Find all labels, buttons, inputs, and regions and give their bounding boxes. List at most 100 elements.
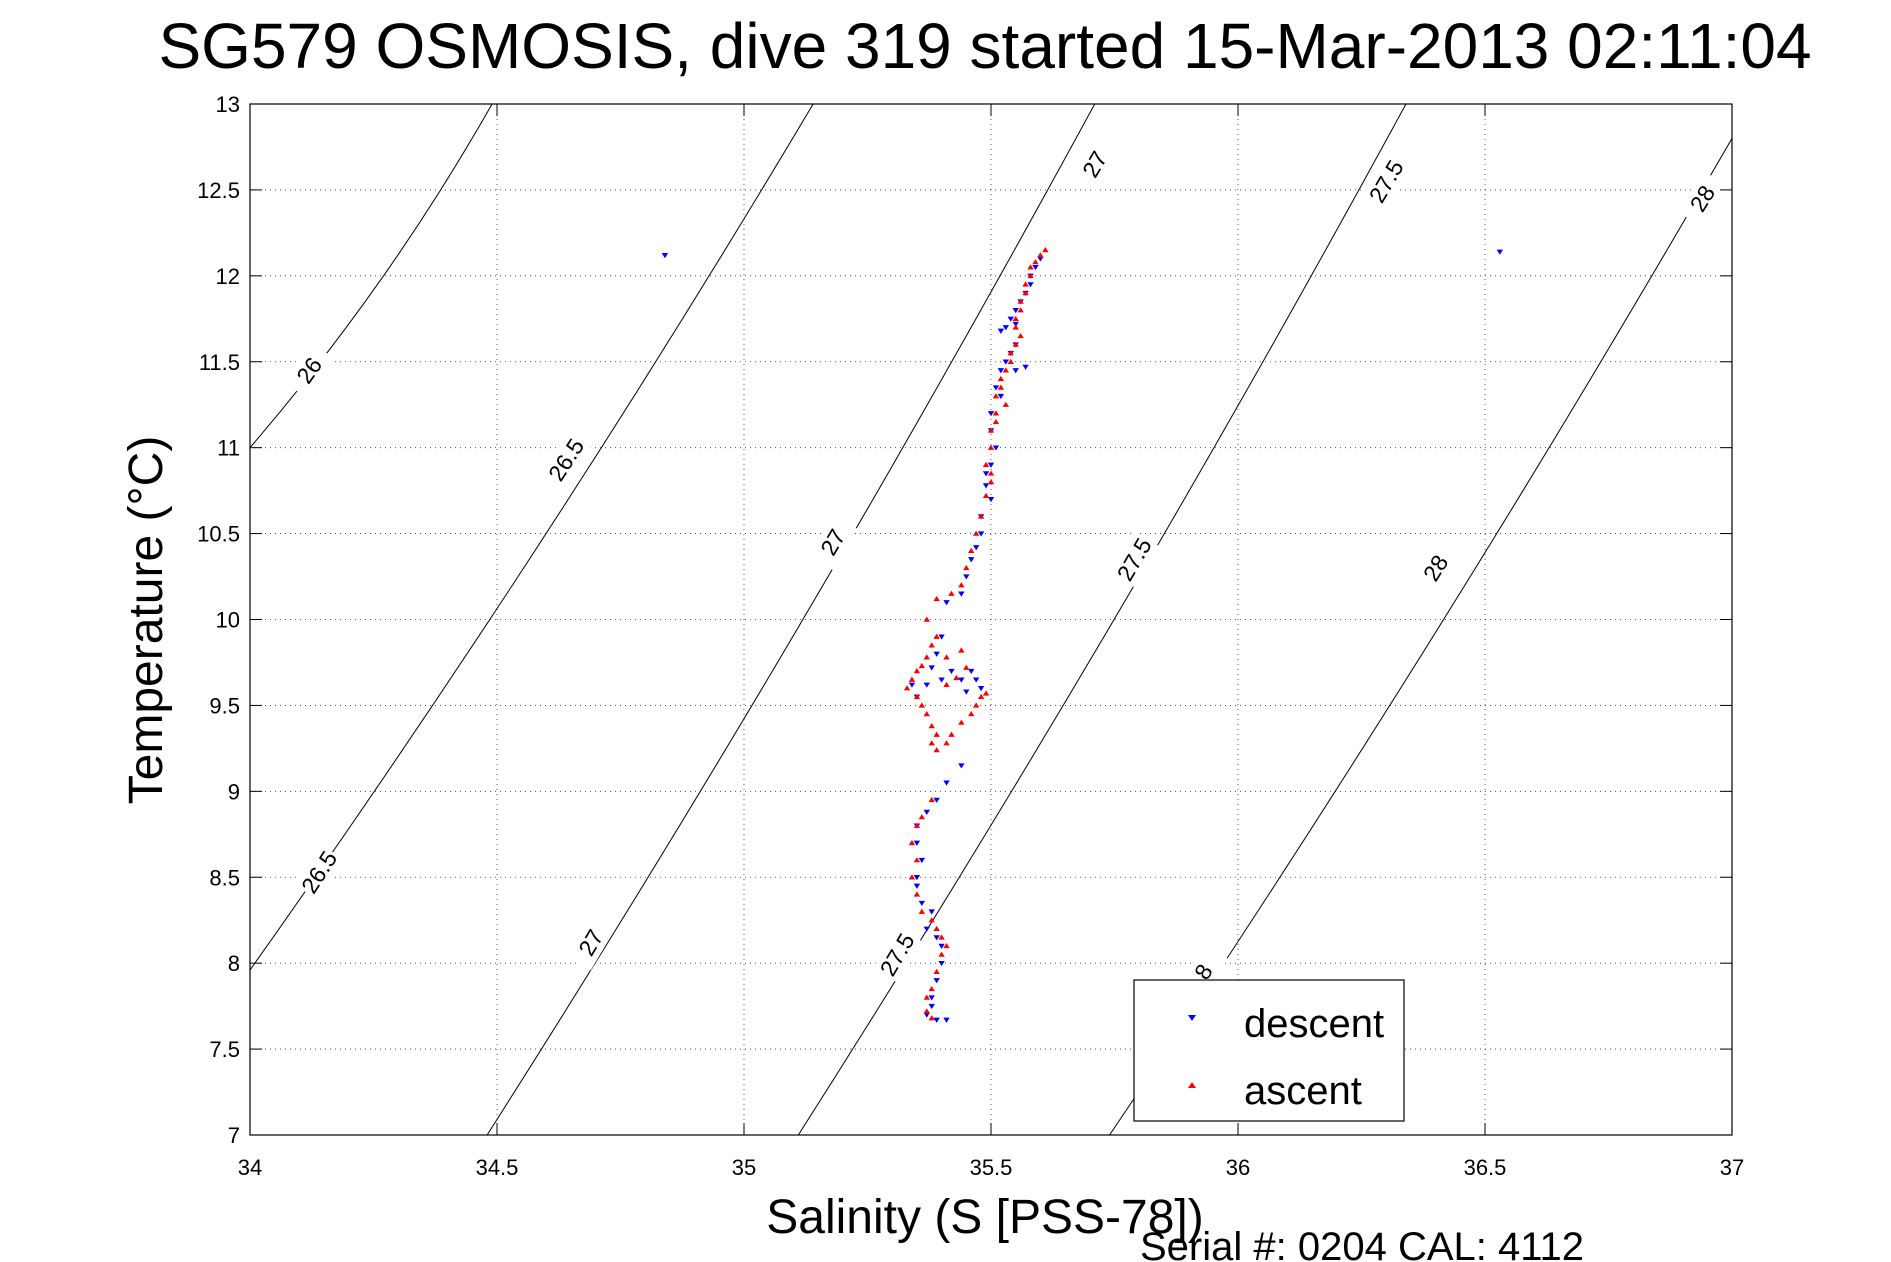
y-tick-labels: 7 7.5 8 8.5 9 9.5 10 10.5 11 11.5 12 12.5 13 xyxy=(197,92,240,1148)
ascent-point xyxy=(992,393,1000,399)
descent-point xyxy=(982,471,990,477)
descent-point xyxy=(943,780,950,786)
contour-label-bg xyxy=(541,431,591,488)
ascent-point xyxy=(987,444,995,450)
ascent-point xyxy=(1042,247,1049,253)
y-tick-label: 9 xyxy=(228,779,240,804)
descent-point xyxy=(997,368,1005,374)
ascent-point xyxy=(948,731,955,737)
contour-label-bg xyxy=(566,914,616,971)
ascent-point xyxy=(923,616,930,622)
descent-point xyxy=(918,857,926,864)
x-tick-label: 37 xyxy=(1720,1155,1744,1180)
ascent-point xyxy=(1017,332,1024,339)
ascent-point xyxy=(933,633,940,639)
descent-point xyxy=(933,651,940,657)
contour-label-bg xyxy=(808,514,858,570)
descent-point xyxy=(1027,282,1034,288)
descent-point xyxy=(972,545,980,551)
descent-point xyxy=(938,677,945,683)
descent-point xyxy=(987,411,995,417)
ascent-point xyxy=(903,685,911,691)
ascent-point xyxy=(992,410,1000,416)
y-tick-label: 9.5 xyxy=(209,693,240,718)
descent-point xyxy=(1012,321,1019,327)
ascent-point xyxy=(997,384,1005,390)
descent-point xyxy=(972,677,980,683)
x-tick-labels: 34 34.5 35 35.5 36 36.5 37 xyxy=(238,1155,1744,1180)
descent-point xyxy=(913,840,921,846)
descent-point xyxy=(943,1017,950,1023)
descent-point xyxy=(661,253,669,259)
descent-point xyxy=(923,809,930,815)
ascent-point xyxy=(997,375,1005,382)
descent-point xyxy=(928,909,935,915)
ascent-point xyxy=(1007,350,1014,356)
ascent-point xyxy=(933,731,940,737)
y-tick-label: 8 xyxy=(228,951,240,976)
ascent-point xyxy=(1022,290,1029,296)
descent-point xyxy=(1012,368,1019,374)
ascent-point xyxy=(918,662,926,669)
ascent-point xyxy=(933,968,940,974)
y-axis-label: Temperature (°C) xyxy=(120,436,173,805)
ascent-point xyxy=(1002,401,1010,407)
ascent-point xyxy=(913,693,921,700)
y-tick-label: 13 xyxy=(216,92,240,117)
descent-point xyxy=(1012,308,1019,314)
y-tick-label: 12.5 xyxy=(197,178,240,203)
ascent-point xyxy=(933,595,940,602)
ascent-point xyxy=(913,822,921,828)
contour-label-bg xyxy=(1110,531,1159,588)
ascent-point xyxy=(982,690,990,696)
ascent-point xyxy=(928,917,935,923)
contour-label-bg xyxy=(1361,153,1411,210)
ascent-point xyxy=(1012,315,1019,321)
descent-point xyxy=(943,600,950,606)
descent-point xyxy=(1496,249,1504,255)
legend-descent-label: descent xyxy=(1244,1002,1384,1046)
ascent-point xyxy=(908,839,916,846)
ascent-point xyxy=(933,925,940,931)
ascent-point xyxy=(913,891,921,897)
descent-point xyxy=(997,328,1005,334)
descent-point xyxy=(977,531,985,537)
descent-point xyxy=(938,943,945,949)
ascent-point xyxy=(913,857,921,863)
legend: descent ascent xyxy=(1133,979,1405,1122)
descent-point xyxy=(958,763,965,769)
descent-point xyxy=(923,1012,930,1018)
ascent-point xyxy=(963,664,970,670)
descent-point xyxy=(933,935,940,941)
x-tick-label: 36 xyxy=(1226,1155,1250,1180)
y-tick-label: 11.5 xyxy=(199,350,240,375)
legend-box xyxy=(1133,979,1405,1122)
ascent-point xyxy=(977,513,985,519)
ascent-point xyxy=(1037,252,1044,258)
ascent-point xyxy=(923,994,930,1000)
ascent-point xyxy=(943,740,950,746)
density-contour-line xyxy=(486,103,1096,1136)
descent-point xyxy=(918,900,926,907)
ascent-point xyxy=(948,590,955,596)
ascent-point xyxy=(1007,358,1014,364)
descent-point xyxy=(1007,316,1014,322)
ascent-point xyxy=(972,530,980,536)
x-tick-label: 35 xyxy=(732,1155,756,1180)
ascent-point xyxy=(958,647,965,653)
ascent-point xyxy=(1032,259,1039,265)
descent-point xyxy=(958,677,965,683)
contour-label-bg xyxy=(1070,136,1119,192)
descent-point xyxy=(923,682,930,688)
y-tick-label: 8.5 xyxy=(209,865,240,890)
x-tick-label: 35.5 xyxy=(970,1155,1013,1180)
ascent-point xyxy=(928,796,935,803)
descent-point xyxy=(908,682,916,688)
ascent-point xyxy=(928,985,935,992)
y-tick-label: 10 xyxy=(216,608,240,633)
ascent-point xyxy=(982,492,990,498)
ascent-point xyxy=(977,693,985,700)
contour-label-bg xyxy=(1411,540,1461,596)
descent-point xyxy=(928,665,935,671)
